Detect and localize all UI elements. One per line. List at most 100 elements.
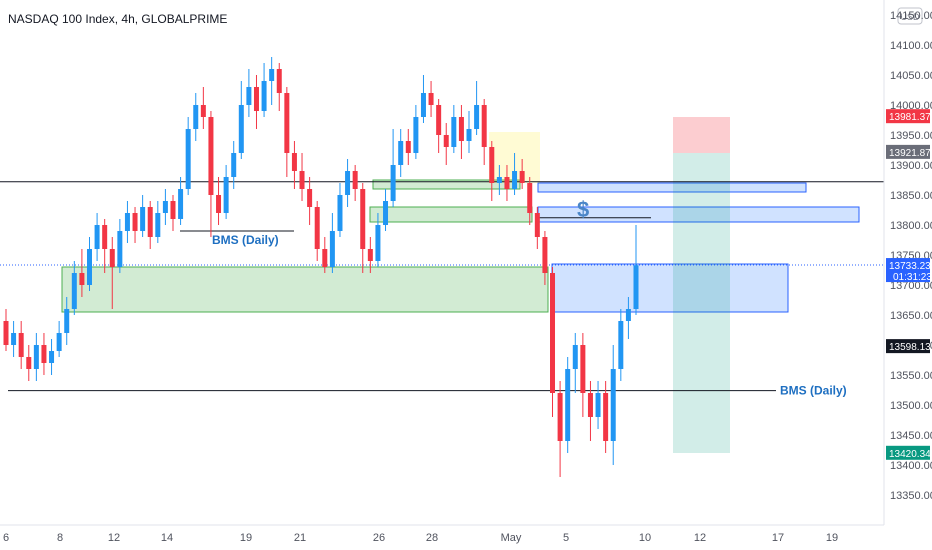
candle-body <box>314 207 320 249</box>
y-tick-label: 13800.00 <box>890 220 932 232</box>
candle-body <box>86 249 92 285</box>
candle-body <box>519 171 525 183</box>
candle-body <box>276 69 282 93</box>
candle-body <box>527 183 533 213</box>
supply-box-top <box>537 182 807 193</box>
candle-body <box>178 189 184 219</box>
candle-body <box>185 129 191 189</box>
candle-body <box>132 213 138 231</box>
y-tick-label: 13550.00 <box>890 370 932 382</box>
candle-body <box>337 195 343 231</box>
candle-body <box>383 201 389 225</box>
candle-body <box>147 207 153 237</box>
candle-body <box>625 309 631 321</box>
candle-body <box>49 351 55 363</box>
candle-body <box>565 369 571 441</box>
x-tick-label: 12 <box>108 532 120 544</box>
candle-body <box>11 333 17 345</box>
chart-title: NASDAQ 100 Index, 4h, GLOBALPRIME <box>8 12 228 26</box>
candle-body <box>474 105 480 129</box>
candle-body <box>223 177 229 213</box>
price-tag-label: 13981.37 <box>889 112 931 123</box>
x-tick-label: 6 <box>3 532 9 544</box>
candle-body <box>79 273 85 285</box>
x-tick-label: 10 <box>639 532 651 544</box>
candle-body <box>307 189 313 207</box>
candle-body <box>299 171 305 189</box>
candle-body <box>352 171 358 189</box>
candle-body <box>329 231 335 267</box>
candle-body <box>208 117 214 195</box>
candle-body <box>238 105 244 153</box>
candle-body <box>572 345 578 369</box>
demand-zone-mid <box>369 206 533 223</box>
candle-body <box>94 225 100 249</box>
candle-body <box>610 369 616 441</box>
candle-body <box>504 177 510 189</box>
candle-body <box>18 333 24 357</box>
candle-body <box>489 147 495 183</box>
candle-body <box>41 345 47 363</box>
x-tick-label: 5 <box>563 532 569 544</box>
candle-body <box>413 117 419 153</box>
price-tag-label: 13733.23 <box>889 261 931 272</box>
candle-body <box>633 265 639 309</box>
candle-body <box>360 189 366 249</box>
candle-body <box>367 249 373 261</box>
price-tag-label: 13420.34 <box>889 449 931 460</box>
y-tick-label: 14150.00 <box>890 10 932 22</box>
y-tick-label: 13450.00 <box>890 430 932 442</box>
candle-body <box>603 393 609 441</box>
candle-body <box>458 117 464 141</box>
x-tick-label: 21 <box>294 532 306 544</box>
y-tick-label: 13350.00 <box>890 490 932 502</box>
y-tick-label: 13850.00 <box>890 190 932 202</box>
candle-body <box>398 141 404 165</box>
candle-body <box>117 231 123 267</box>
candle-body <box>26 357 32 369</box>
candle-body <box>466 129 472 141</box>
candle-body <box>56 333 62 351</box>
candle-body <box>193 105 199 129</box>
candle-body <box>291 153 297 171</box>
candle-body <box>216 195 222 213</box>
countdown-label: 01:31:23 <box>893 272 932 283</box>
x-tick-label: 26 <box>373 532 385 544</box>
y-tick-label: 14000.00 <box>890 100 932 112</box>
x-tick-label: 28 <box>426 532 438 544</box>
candle-body <box>534 213 540 237</box>
candle-body <box>246 87 252 105</box>
price-tag <box>886 445 930 460</box>
x-tick-label: 12 <box>694 532 706 544</box>
x-tick-label: 8 <box>57 532 63 544</box>
candle-body <box>155 213 161 237</box>
x-tick-label: 19 <box>240 532 252 544</box>
stop-zone <box>673 117 730 153</box>
currency-box <box>897 7 923 25</box>
candle-body <box>580 345 586 393</box>
candle-body <box>436 105 442 135</box>
candle-body <box>231 153 237 177</box>
bms-annotation: BMS (Daily) <box>780 384 847 398</box>
candle-body <box>253 87 259 111</box>
candle-body <box>428 93 434 105</box>
y-tick-label: 13700.00 <box>890 280 932 292</box>
y-tick-label: 13650.00 <box>890 310 932 322</box>
candle-body <box>102 225 108 249</box>
demand-zone-top <box>372 179 521 190</box>
candle-body <box>140 207 146 231</box>
candle-body <box>109 249 115 267</box>
candle-body <box>261 81 267 111</box>
candle-body <box>64 309 70 333</box>
price-tag-label: 13598.13 <box>889 342 931 353</box>
x-tick-label: 19 <box>826 532 838 544</box>
price-tag <box>886 144 930 159</box>
candle-body <box>3 321 9 345</box>
supply-box-large <box>551 263 789 313</box>
candle-body <box>542 237 548 273</box>
y-tick-label: 13500.00 <box>890 400 932 412</box>
y-tick-label: 14050.00 <box>890 70 932 82</box>
candle-body <box>512 171 518 189</box>
y-tick-label: 13400.00 <box>890 460 932 472</box>
